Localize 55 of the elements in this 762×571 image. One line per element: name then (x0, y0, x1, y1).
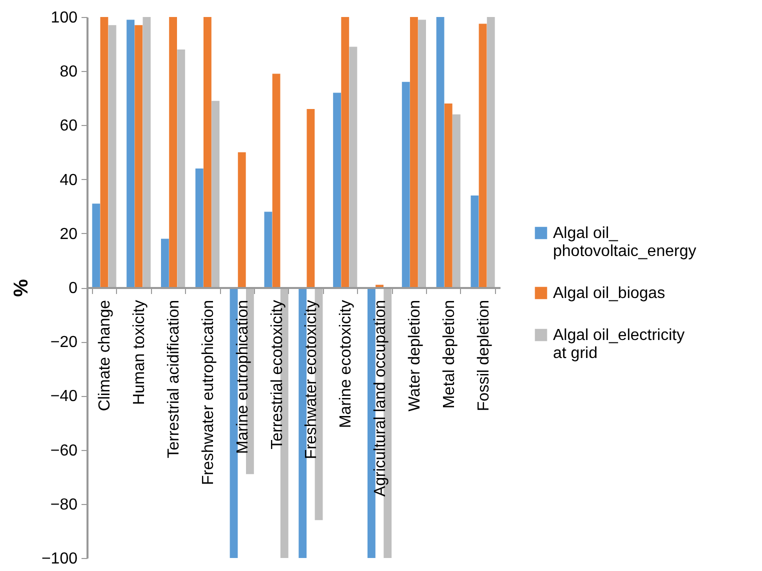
bar (238, 152, 246, 288)
y-tick-label: 60 (60, 118, 78, 135)
bar (212, 100, 220, 288)
bar (108, 25, 116, 288)
bar (195, 168, 204, 288)
bar (478, 24, 487, 288)
y-tick-label: 20 (60, 226, 78, 243)
x-tick-label: Agricultural land occupation (372, 300, 390, 497)
y-tick-label: 80 (60, 64, 78, 81)
x-tick-label: Terrestrial acidification (166, 300, 183, 458)
y-axis-title: % (10, 278, 32, 297)
y-tick-label: 0 (68, 280, 78, 297)
y-tick-label: −80 (50, 496, 78, 514)
bar (444, 104, 452, 288)
y-tick-label: −100 (41, 550, 78, 568)
bar (349, 46, 358, 288)
x-tick-label: Water depletion (406, 300, 424, 412)
bar (306, 108, 315, 288)
bar (203, 17, 212, 288)
y-tick-label: 40 (60, 172, 78, 189)
y-tick-label: −40 (50, 388, 78, 406)
x-tick-label: Metal depletion (440, 300, 458, 409)
bar (169, 17, 178, 288)
bar (452, 114, 460, 288)
bar (177, 49, 186, 288)
bar (410, 17, 418, 288)
y-tick-label: −60 (50, 442, 78, 460)
bar (142, 17, 151, 288)
bar (341, 17, 350, 288)
x-tick-label: Terrestrial ecotoxicity (268, 300, 286, 450)
bar (126, 20, 134, 288)
legend-label: Algal oil_biogas (553, 285, 666, 302)
bar (436, 17, 444, 288)
bar (100, 17, 108, 288)
legend-label: Algal oil_electricity at grid (553, 327, 685, 362)
bar (486, 17, 495, 288)
x-tick-label: Human toxicity (131, 300, 148, 405)
bar (402, 82, 410, 288)
bar (92, 204, 100, 288)
bar (418, 20, 426, 288)
x-tick-label: Marine eutrophication (234, 300, 252, 454)
y-tick-label: 100 (50, 10, 78, 26)
bar (134, 25, 143, 288)
bar (333, 92, 341, 288)
bar (272, 74, 280, 288)
bar (470, 196, 479, 288)
bar (160, 238, 169, 288)
y-tick-label: −20 (50, 334, 78, 352)
bar (264, 212, 272, 288)
x-tick-label: Marine ecotoxicity (338, 300, 355, 428)
x-tick-label: Freshwater eutrophication (200, 300, 217, 485)
x-tick-label: Climate change (96, 300, 114, 412)
x-tick-label: Fossil depletion (475, 300, 492, 412)
legend-label: Algal oil_photovoltaic_energy (553, 225, 696, 260)
x-tick-label: Freshwater ecotoxicity (303, 300, 320, 460)
